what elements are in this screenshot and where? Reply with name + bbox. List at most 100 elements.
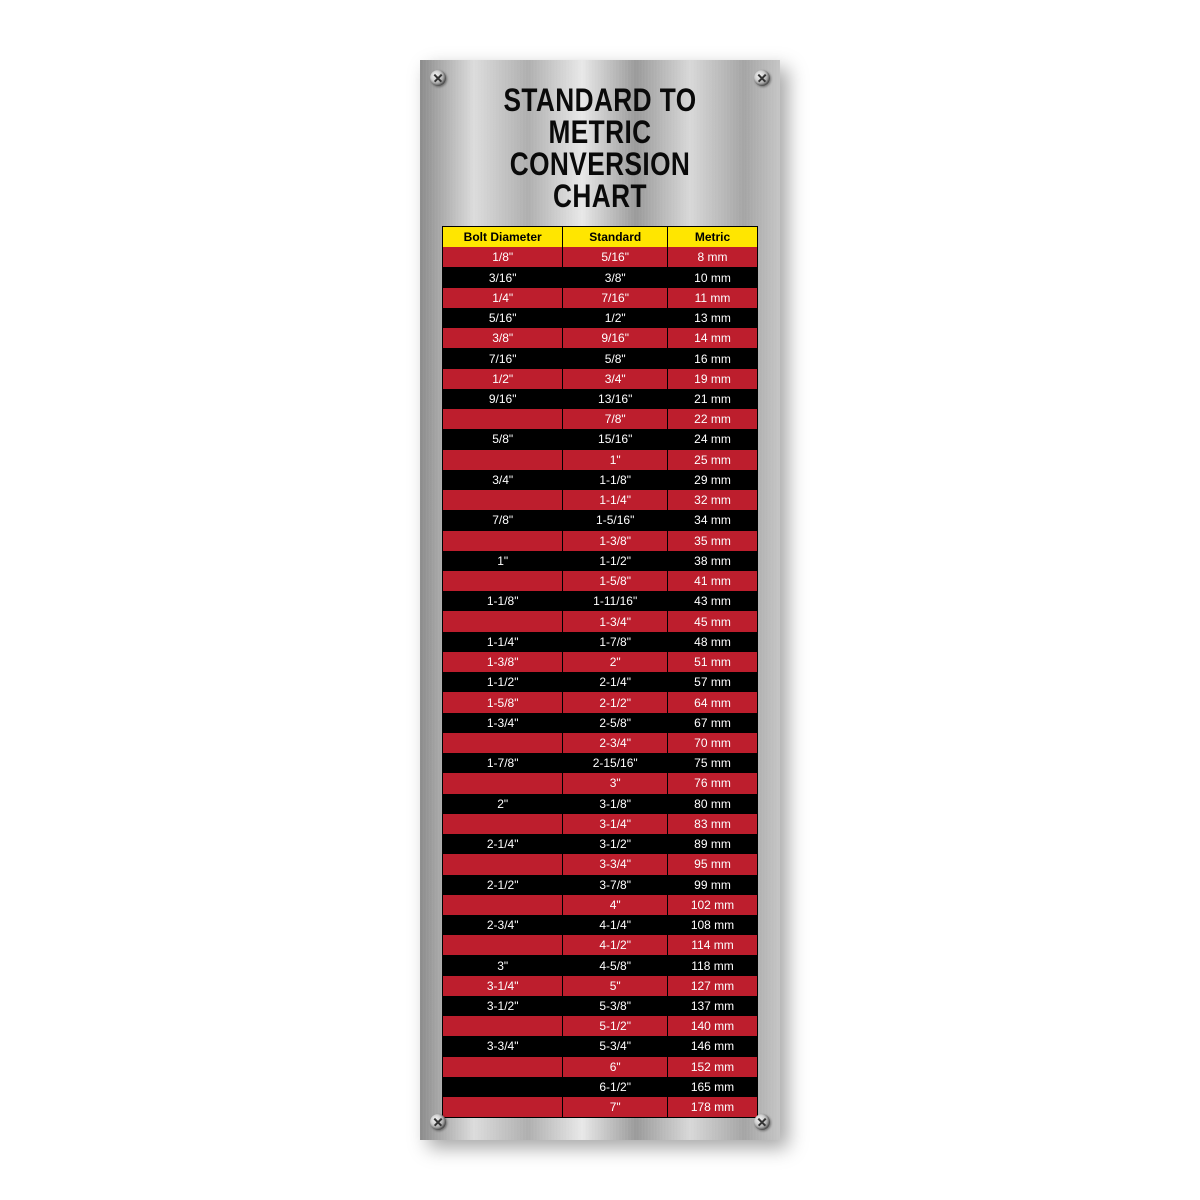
conversion-table: Bolt DiameterStandardMetric1/8"5/16"8 mm… xyxy=(442,226,758,1118)
table-cell: 3-1/8" xyxy=(563,794,668,814)
table-cell: 2-15/16" xyxy=(563,753,668,773)
table-cell: 29 mm xyxy=(668,470,757,490)
table-cell: 102 mm xyxy=(668,895,757,915)
chart-title: STANDARD TO METRIC CONVERSION CHART xyxy=(470,84,729,212)
table-cell: 1-1/2" xyxy=(443,672,563,692)
table-cell: 114 mm xyxy=(668,935,757,955)
table-cell: 1-1/4" xyxy=(443,632,563,652)
table-cell: 48 mm xyxy=(668,632,757,652)
table-cell: 1-5/8" xyxy=(563,571,668,591)
table-cell: 1-1/2" xyxy=(563,551,668,571)
table-row: 1/4"7/16"11 mm xyxy=(443,288,757,308)
table-row: 1-3/8"2"51 mm xyxy=(443,652,757,672)
table-cell: 7/8" xyxy=(443,510,563,530)
table-cell: 45 mm xyxy=(668,611,757,631)
table-cell: 89 mm xyxy=(668,834,757,854)
table-row: 1-1/2"2-1/4"57 mm xyxy=(443,672,757,692)
table-row: 1"25 mm xyxy=(443,450,757,470)
table-cell xyxy=(443,895,563,915)
table-row: 1-5/8"2-1/2"64 mm xyxy=(443,692,757,712)
table-cell: 13 mm xyxy=(668,308,757,328)
table-cell: 5/8" xyxy=(443,429,563,449)
table-row: 3-3/4"95 mm xyxy=(443,854,757,874)
table-cell: 7" xyxy=(563,1097,668,1117)
table-cell: 3-3/4" xyxy=(443,1036,563,1056)
table-cell: 3-1/4" xyxy=(443,976,563,996)
table-cell: 108 mm xyxy=(668,915,757,935)
table-cell: 1-5/16" xyxy=(563,510,668,530)
table-cell: 152 mm xyxy=(668,1057,757,1077)
table-cell: 7/8" xyxy=(563,409,668,429)
table-cell xyxy=(443,409,563,429)
table-row: 4-1/2"114 mm xyxy=(443,935,757,955)
title-line-2: CONVERSION CHART xyxy=(470,148,729,212)
table-cell: 3-7/8" xyxy=(563,875,668,895)
table-row: 3"76 mm xyxy=(443,773,757,793)
table-cell: 3/16" xyxy=(443,267,563,287)
table-cell: 2" xyxy=(563,652,668,672)
table-cell xyxy=(443,733,563,753)
table-cell: 75 mm xyxy=(668,753,757,773)
table-cell: 5" xyxy=(563,976,668,996)
table-cell: 21 mm xyxy=(668,389,757,409)
table-row: 6"152 mm xyxy=(443,1057,757,1077)
table-cell: 2-1/4" xyxy=(563,672,668,692)
table-cell: 41 mm xyxy=(668,571,757,591)
table-cell xyxy=(443,531,563,551)
table-row: 9/16"13/16"21 mm xyxy=(443,389,757,409)
table-cell xyxy=(443,490,563,510)
table-cell: 1-3/4" xyxy=(563,611,668,631)
table-cell: 1/8" xyxy=(443,247,563,267)
table-cell: 146 mm xyxy=(668,1036,757,1056)
table-cell: 3/8" xyxy=(443,328,563,348)
table-row: 2"3-1/8"80 mm xyxy=(443,794,757,814)
table-row: 1-1/4"32 mm xyxy=(443,490,757,510)
table-cell: 51 mm xyxy=(668,652,757,672)
table-cell: 35 mm xyxy=(668,531,757,551)
table-cell: 2-3/4" xyxy=(563,733,668,753)
table-row: 3-1/4"5"127 mm xyxy=(443,976,757,996)
table-cell: 7/16" xyxy=(563,288,668,308)
table-row: 1-1/4"1-7/8"48 mm xyxy=(443,632,757,652)
table-cell: 4-1/4" xyxy=(563,915,668,935)
table-cell: 4-1/2" xyxy=(563,935,668,955)
table-cell: 34 mm xyxy=(668,510,757,530)
table-cell xyxy=(443,854,563,874)
table-cell: 2-1/4" xyxy=(443,834,563,854)
table-cell: 1/2" xyxy=(443,369,563,389)
table-row: 7/8"1-5/16"34 mm xyxy=(443,510,757,530)
table-cell xyxy=(443,1057,563,1077)
table-cell: 2" xyxy=(443,794,563,814)
table-row: 3/4"1-1/8"29 mm xyxy=(443,470,757,490)
table-cell xyxy=(443,1016,563,1036)
table-cell: 1/4" xyxy=(443,288,563,308)
table-cell: 80 mm xyxy=(668,794,757,814)
table-cell: 19 mm xyxy=(668,369,757,389)
table-cell: 1-11/16" xyxy=(563,591,668,611)
table-cell: 64 mm xyxy=(668,692,757,712)
table-cell xyxy=(443,814,563,834)
table-cell: 1/2" xyxy=(563,308,668,328)
table-cell: 3-3/4" xyxy=(563,854,668,874)
table-cell xyxy=(443,1077,563,1097)
table-cell: 14 mm xyxy=(668,328,757,348)
table-cell: 5-3/4" xyxy=(563,1036,668,1056)
table-cell: 15/16" xyxy=(563,429,668,449)
table-cell: 5/8" xyxy=(563,348,668,368)
table-row: 7/16"5/8"16 mm xyxy=(443,348,757,368)
table-cell: 1-3/4" xyxy=(443,713,563,733)
table-cell: 67 mm xyxy=(668,713,757,733)
table-cell xyxy=(443,611,563,631)
table-row: 5/16"1/2"13 mm xyxy=(443,308,757,328)
screw-icon xyxy=(430,1114,446,1130)
table-cell: 3/8" xyxy=(563,267,668,287)
table-cell: 57 mm xyxy=(668,672,757,692)
table-row: 3/16"3/8"10 mm xyxy=(443,267,757,287)
table-cell: 6-1/2" xyxy=(563,1077,668,1097)
table-cell: 178 mm xyxy=(668,1097,757,1117)
table-cell: 137 mm xyxy=(668,996,757,1016)
title-line-1: STANDARD TO METRIC xyxy=(470,84,729,148)
table-row: 3-1/2"5-3/8"137 mm xyxy=(443,996,757,1016)
table-cell: 43 mm xyxy=(668,591,757,611)
table-cell: 11 mm xyxy=(668,288,757,308)
